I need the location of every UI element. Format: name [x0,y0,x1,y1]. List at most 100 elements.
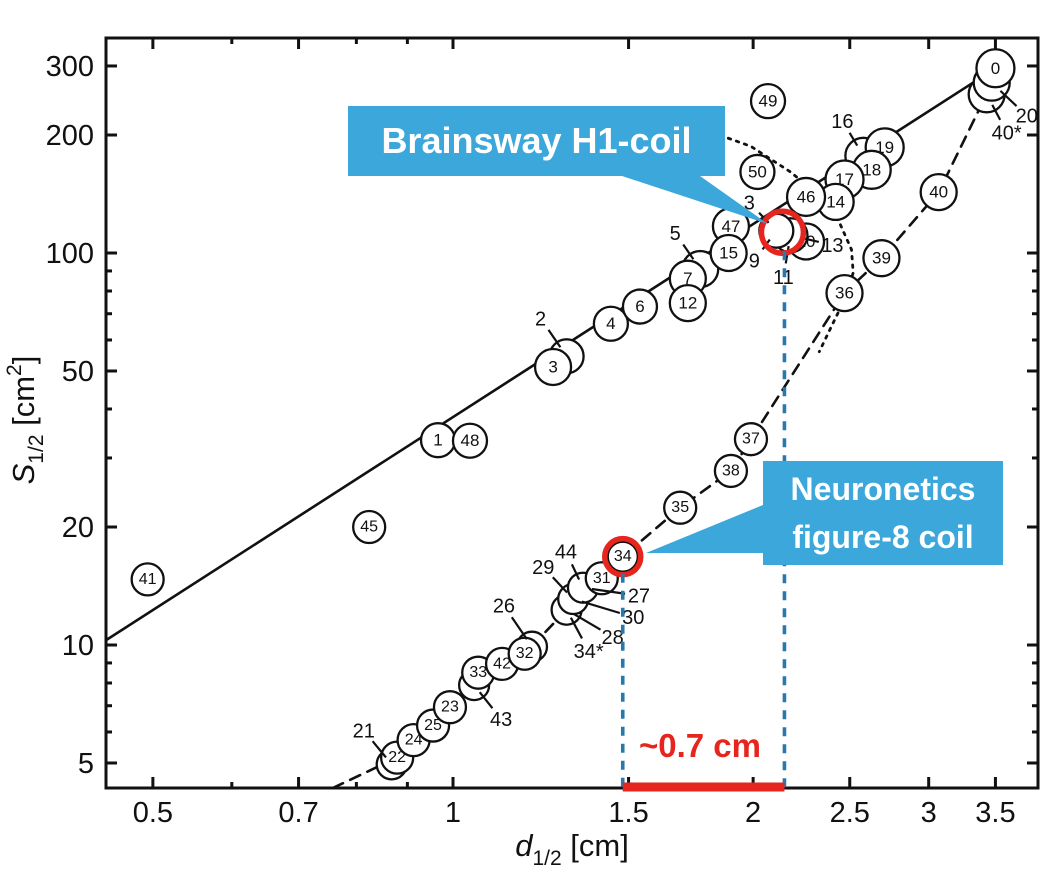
x-tick-label: 1 [445,797,461,829]
point-outer-label: 9 [749,251,760,273]
gap-annotation: ~0.7 cm [638,727,762,764]
point-number: 39 [872,249,891,268]
trend-cluster-boundary [710,131,855,354]
point-34 [606,540,639,573]
x-tick-label: 3.5 [975,797,1015,829]
point-outer-label: 28 [601,627,623,649]
point-number: 47 [721,217,740,236]
point-3 [533,347,573,387]
y-tick-label: 300 [46,51,94,83]
leader-line [999,90,1018,107]
point-number: 45 [360,518,378,535]
point-outer-label: 11 [773,267,794,289]
leader-line [848,132,859,147]
point-37 [733,422,769,457]
point-number: 12 [678,294,697,313]
point-41 [130,562,165,597]
x-tick-label: 2 [745,797,761,829]
x-tick-label: 2.5 [830,797,870,829]
point-number: 33 [469,664,487,681]
point-35 [663,490,698,525]
y-tick-label: 50 [62,356,94,388]
leader-line [581,600,621,615]
point-outer-label: 20 [1016,106,1038,128]
point-number: 50 [748,162,767,181]
y-tick-label: 200 [46,120,94,152]
point-0 [975,48,1016,89]
point-12 [668,283,707,323]
callout-brainsway-label: Brainsway H1-coil [381,120,692,161]
y-axis-title: S1/2 [cm2] [3,356,48,485]
x-tick-label: 1.5 [608,797,648,829]
leader-line [682,243,695,260]
point-number: 15 [719,244,738,263]
point-36 [825,273,864,313]
axes-frame [104,36,1040,790]
point-number: 3 [548,357,557,376]
point-number: 18 [862,160,881,179]
x-tick-label: 3 [921,797,937,829]
point-number: 49 [759,92,778,111]
point-outer-label: 13 [821,235,843,257]
point-number: 32 [516,645,534,662]
callout-brainsway: Brainsway H1-coil [348,106,725,176]
point-number: 24 [405,732,423,749]
point-number: 23 [441,699,459,716]
point-15 [709,233,748,273]
point-number: 6 [635,297,644,316]
point-number: 31 [593,570,611,587]
point-outer-label: 27 [628,586,650,608]
callout-neuronetics-tail [646,505,763,553]
callout-brainsway-tail [622,176,768,224]
point-number: 34 [614,548,632,565]
point-outer-label: 26 [493,596,515,618]
leader-line [573,613,602,631]
point-49 [749,82,787,120]
leader-line [478,691,494,709]
point-45 [352,509,387,545]
x-tick-label: 0.7 [278,797,318,829]
y-tick-label: 10 [62,630,94,662]
point-number: 14 [826,192,845,211]
callout-neuronetics-line2: figure-8 coil [792,519,974,555]
y-tick-label: 100 [46,238,94,270]
point-40 [919,172,958,212]
point-outer-label: 2 [535,308,546,330]
point-outer-label: 40* [992,122,1022,144]
point-6 [621,288,659,325]
point-number: 7 [683,269,692,288]
leader-line [371,740,387,759]
point-46 [785,176,827,218]
point-outer-label: 44 [555,542,577,564]
point-number: 37 [742,431,760,448]
point-outer-label: 16 [831,111,853,133]
point-number: 25 [424,717,442,734]
point-39 [862,239,901,278]
y-tick-label: 5 [78,748,94,780]
point-number: 46 [797,187,816,206]
leader-line [547,329,562,348]
point-number: 40 [929,183,948,202]
point-number: 1 [433,431,442,450]
point-number: 42 [493,655,511,672]
point-number: 22 [388,749,406,766]
point-number: 48 [461,431,480,450]
point-38 [713,453,749,489]
point-outer-label: 21 [353,720,375,742]
point-number: 38 [722,462,740,479]
x-axis-title: d1/2 [cm] [515,828,629,870]
leader-line [991,104,1002,121]
point-number: 0 [991,59,1000,78]
y-tick-label: 20 [62,512,94,544]
leader-line [551,576,568,594]
point-23 [432,690,468,725]
point-outer-label: 43 [490,709,512,731]
leader-line [569,617,583,639]
point-outer-label: 5 [670,223,681,245]
point-number: 36 [835,284,854,303]
point-number: 41 [139,571,157,588]
callout-neuronetics-line1: Neuronetics [790,471,976,507]
highlight-ring-brainsway-h1 [758,208,807,256]
